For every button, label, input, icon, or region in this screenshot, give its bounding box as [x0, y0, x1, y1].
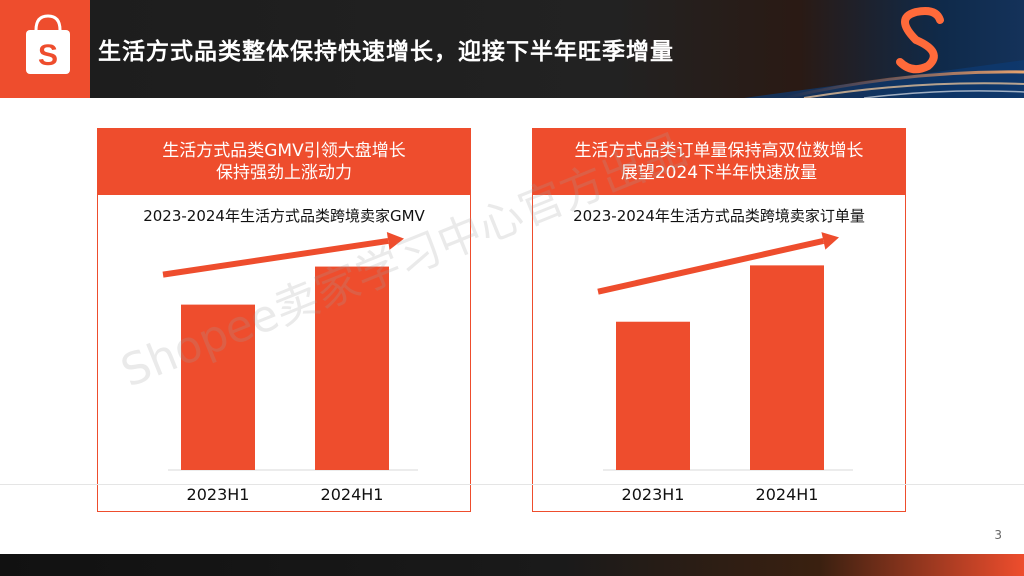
footer-bar: [0, 554, 1024, 576]
trend-arrow-icon: [386, 232, 404, 250]
footer-divider: [0, 484, 1024, 485]
logo-letter: S: [38, 39, 58, 72]
panel-gmv-header: 生活方式品类GMV引领大盘增长 保持强劲上涨动力: [98, 129, 470, 195]
x-tick-label: 2024H1: [321, 485, 384, 504]
trend-arrow-icon: [821, 232, 839, 250]
x-tick-label: 2024H1: [756, 485, 819, 504]
panel-orders-headline: 生活方式品类订单量保持高双位数增长: [574, 141, 864, 161]
page-number: 3: [994, 528, 1002, 542]
bar-2024H1: [315, 266, 389, 470]
shopee-s-icon: [896, 7, 944, 74]
header-decoration: [744, 7, 1024, 98]
panel-orders: 生活方式品类订单量保持高双位数增长 展望2024下半年快速放量 2023-202…: [532, 128, 906, 512]
shopee-bag-logo-icon: S: [26, 14, 70, 74]
chart-gmv-title: 2023-2024年生活方式品类跨境卖家GMV: [143, 207, 425, 225]
x-tick-label: 2023H1: [187, 485, 250, 504]
chart-orders: 2023H1 2024H1: [597, 232, 853, 504]
panel-gmv-subline: 保持强劲上涨动力: [216, 163, 352, 183]
page-title: 生活方式品类整体保持快速增长，迎接下半年旺季增量: [98, 39, 674, 65]
panel-orders-subline: 展望2024下半年快速放量: [620, 163, 818, 183]
bar-2023H1: [616, 321, 690, 470]
panel-orders-header: 生活方式品类订单量保持高双位数增长 展望2024下半年快速放量: [533, 129, 905, 195]
x-tick-label: 2023H1: [622, 485, 685, 504]
bar-2023H1: [181, 304, 255, 470]
header-banner: S 生活方式品类整体保持快速增长，迎接下半年旺季增量: [0, 0, 1024, 98]
panel-gmv-headline: 生活方式品类GMV引领大盘增长: [162, 141, 406, 161]
chart-orders-title: 2023-2024年生活方式品类跨境卖家订单量: [573, 207, 865, 225]
trend-arrow-shaft: [162, 237, 389, 278]
chart-gmv: 2023H1 2024H1: [162, 232, 418, 504]
bar-2024H1: [750, 265, 824, 470]
trend-arrow-shaft: [597, 237, 825, 295]
panel-gmv: 生活方式品类GMV引领大盘增长 保持强劲上涨动力 2023-2024年生活方式品…: [97, 128, 471, 512]
